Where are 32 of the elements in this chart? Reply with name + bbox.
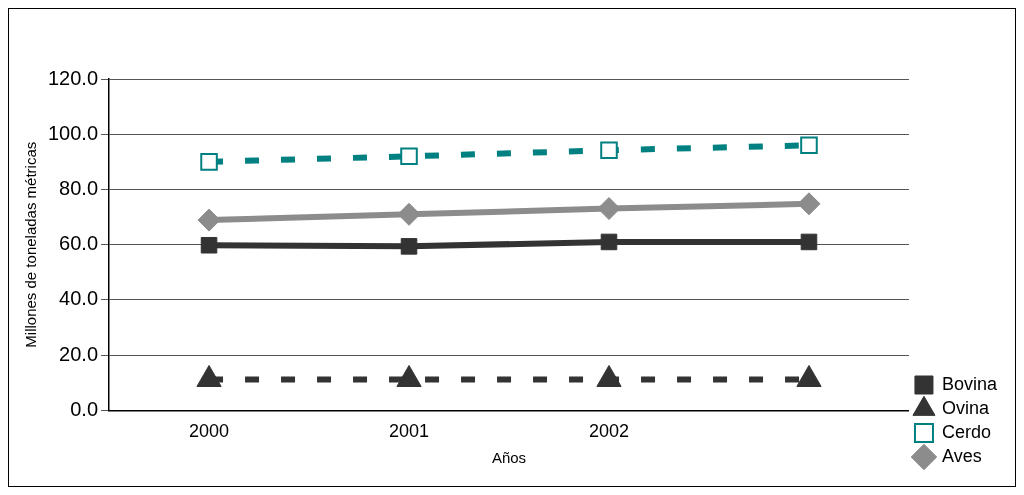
point bbox=[797, 192, 821, 216]
y-tick-label: 60.0 bbox=[59, 232, 99, 255]
x-tick-label: 2000 bbox=[189, 421, 230, 442]
point bbox=[796, 364, 822, 387]
y-tick-label: 20.0 bbox=[59, 342, 99, 365]
point bbox=[400, 147, 418, 166]
point bbox=[600, 141, 618, 160]
y-axis-title: Millones de toneladas métricas bbox=[22, 141, 40, 348]
point bbox=[396, 364, 422, 387]
y-tick-label: 0.0 bbox=[70, 397, 99, 420]
point bbox=[400, 238, 418, 255]
y-tick-label: 40.0 bbox=[59, 287, 99, 310]
point bbox=[197, 208, 221, 232]
point bbox=[200, 153, 218, 171]
point bbox=[800, 136, 818, 155]
x-axis-title: Años bbox=[491, 449, 527, 467]
point bbox=[397, 202, 421, 226]
legend-label: Aves bbox=[941, 445, 982, 466]
legend-label: Cerdo bbox=[941, 421, 991, 442]
point bbox=[196, 364, 222, 387]
legend-label: Ovina bbox=[941, 397, 990, 418]
x-tick-label: 2002 bbox=[588, 421, 630, 442]
x-tick-label: 2001 bbox=[388, 421, 430, 442]
point bbox=[597, 197, 621, 221]
y-tick-label: 100.0 bbox=[47, 121, 99, 144]
legend-label: Bovina bbox=[941, 373, 998, 394]
point bbox=[200, 236, 218, 254]
y-tick-label: 120.0 bbox=[47, 66, 99, 89]
point bbox=[600, 233, 618, 251]
point bbox=[596, 364, 622, 387]
point bbox=[800, 233, 818, 251]
y-tick-label: 80.0 bbox=[59, 176, 99, 199]
